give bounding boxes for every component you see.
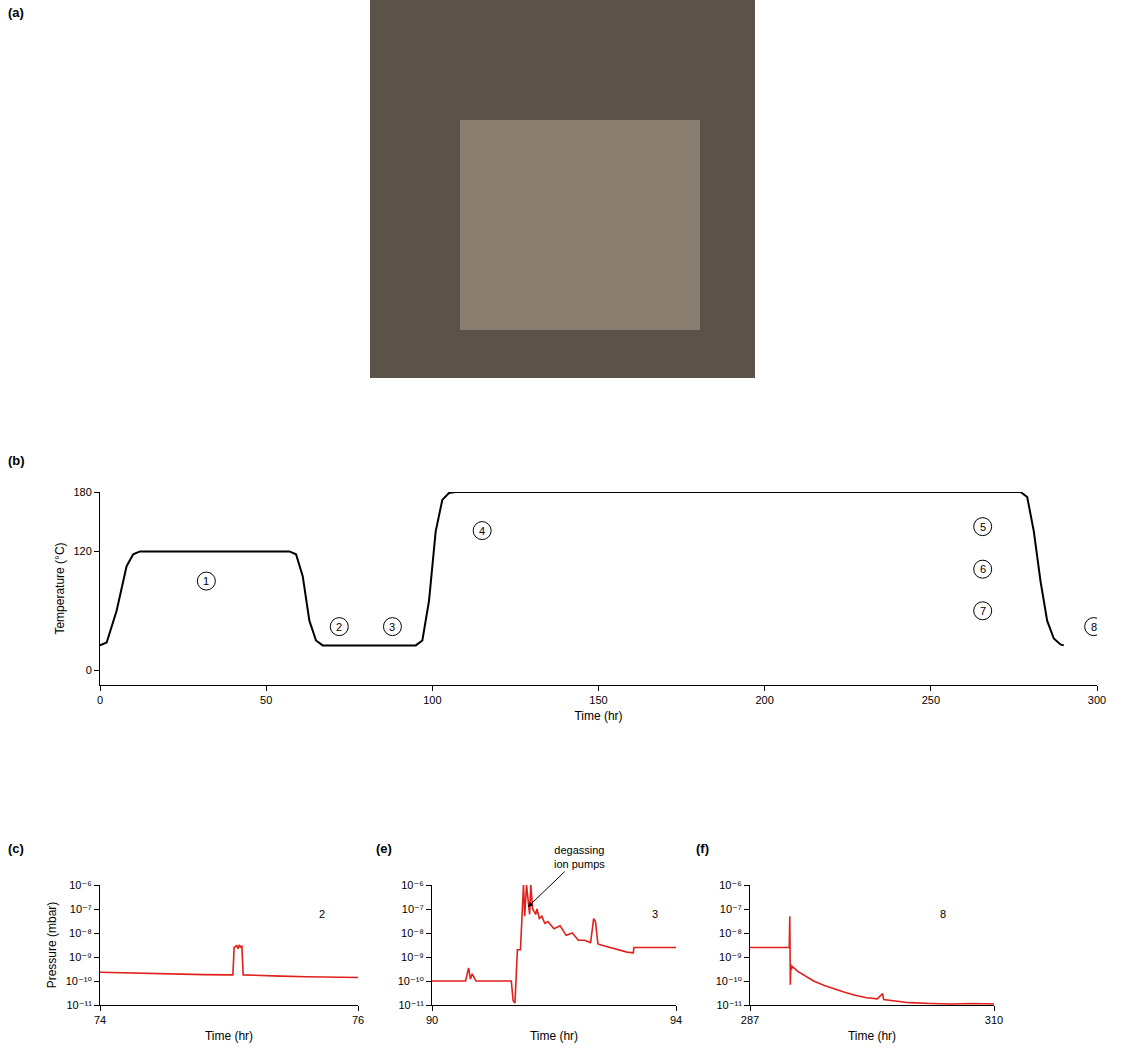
svg-text:10⁻⁶: 10⁻⁶ — [69, 879, 92, 891]
svg-text:10⁻⁹: 10⁻⁹ — [401, 951, 424, 963]
svg-text:10⁻⁹: 10⁻⁹ — [719, 951, 742, 963]
svg-text:10⁻¹¹: 10⁻¹¹ — [66, 999, 92, 1011]
svg-text:(b): (b) — [8, 453, 25, 468]
svg-text:3: 3 — [652, 908, 658, 920]
svg-text:10⁻⁷: 10⁻⁷ — [70, 903, 92, 915]
svg-text:3: 3 — [389, 621, 395, 633]
svg-text:10⁻¹¹: 10⁻¹¹ — [398, 999, 424, 1011]
svg-text:200: 200 — [755, 694, 773, 706]
svg-text:180: 180 — [73, 486, 91, 498]
svg-text:76: 76 — [352, 1014, 364, 1026]
svg-text:10⁻⁸: 10⁻⁸ — [719, 927, 742, 939]
svg-text:Time (hr): Time (hr) — [530, 1029, 578, 1043]
svg-text:2: 2 — [336, 621, 342, 633]
svg-text:(c): (c) — [8, 841, 24, 856]
svg-text:Time (hr): Time (hr) — [848, 1029, 896, 1043]
svg-text:4: 4 — [479, 525, 485, 537]
svg-text:Temperature (°C): Temperature (°C) — [53, 542, 67, 634]
svg-text:10⁻⁹: 10⁻⁹ — [69, 951, 92, 963]
svg-text:7: 7 — [980, 605, 986, 617]
svg-text:(a): (a) — [8, 5, 24, 20]
svg-text:287: 287 — [741, 1014, 759, 1026]
svg-text:5: 5 — [980, 521, 986, 533]
svg-text:degassingion pumps: degassingion pumps — [554, 844, 605, 870]
svg-text:90: 90 — [426, 1014, 438, 1026]
svg-text:120: 120 — [73, 545, 91, 557]
svg-text:10⁻⁶: 10⁻⁶ — [401, 879, 424, 891]
svg-text:100: 100 — [423, 694, 441, 706]
svg-text:6: 6 — [980, 563, 986, 575]
svg-text:(f): (f) — [696, 841, 709, 856]
svg-text:(e): (e) — [376, 841, 392, 856]
svg-text:310: 310 — [985, 1014, 1003, 1026]
svg-text:0: 0 — [97, 694, 103, 706]
svg-text:1: 1 — [203, 575, 209, 587]
svg-text:50: 50 — [260, 694, 272, 706]
svg-text:8: 8 — [1091, 621, 1097, 633]
svg-text:0: 0 — [86, 664, 92, 676]
svg-text:10⁻⁸: 10⁻⁸ — [401, 927, 424, 939]
svg-text:10⁻¹⁰: 10⁻¹⁰ — [66, 975, 93, 987]
svg-text:10⁻¹¹: 10⁻¹¹ — [716, 999, 742, 1011]
svg-text:10⁻¹⁰: 10⁻¹⁰ — [716, 975, 743, 987]
svg-text:10⁻¹⁰: 10⁻¹⁰ — [398, 975, 425, 987]
svg-text:8: 8 — [940, 908, 946, 920]
svg-text:300: 300 — [1088, 694, 1106, 706]
svg-text:Pressure (mbar): Pressure (mbar) — [45, 902, 59, 989]
svg-text:10⁻⁸: 10⁻⁸ — [69, 927, 92, 939]
svg-text:74: 74 — [94, 1014, 106, 1026]
svg-text:10⁻⁷: 10⁻⁷ — [402, 903, 424, 915]
svg-text:Time (hr): Time (hr) — [205, 1029, 253, 1043]
svg-text:94: 94 — [670, 1014, 682, 1026]
svg-text:10⁻⁷: 10⁻⁷ — [720, 903, 742, 915]
svg-text:2: 2 — [319, 908, 325, 920]
svg-text:Time (hr): Time (hr) — [574, 709, 622, 723]
svg-text:250: 250 — [922, 694, 940, 706]
svg-text:150: 150 — [589, 694, 607, 706]
svg-text:10⁻⁶: 10⁻⁶ — [719, 879, 742, 891]
